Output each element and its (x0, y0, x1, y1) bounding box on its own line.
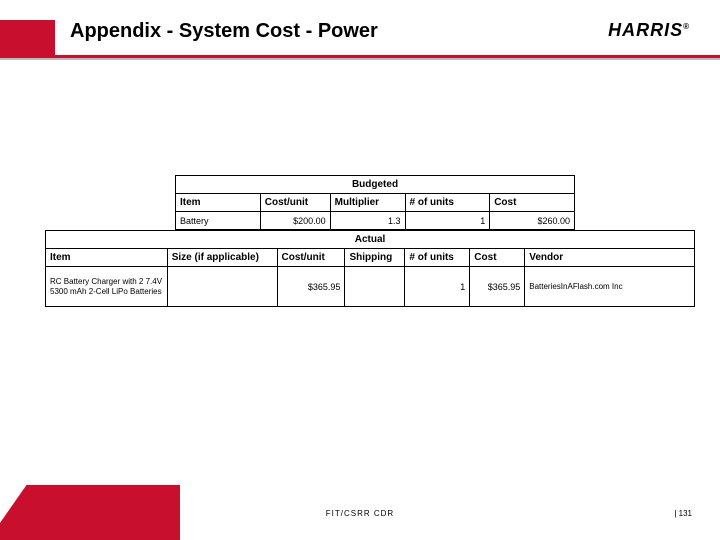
cell-multiplier: 1.3 (330, 212, 405, 230)
footer-accent (0, 485, 180, 540)
content-area: Budgeted Item Cost/unit Multiplier # of … (45, 175, 695, 307)
acol-vendor: Vendor (525, 249, 695, 267)
actual-header-row: Item Size (if applicable) Cost/unit Ship… (46, 249, 695, 267)
header-accent (0, 20, 55, 58)
cell-cost-unit: $200.00 (260, 212, 330, 230)
acell-size (167, 267, 277, 307)
logo-text: HARRIS (608, 20, 683, 40)
actual-data-row: RC Battery Charger with 2 7.4V 5300 mAh … (46, 267, 695, 307)
acol-cost: Cost (470, 249, 525, 267)
page-bar-icon: | (674, 509, 676, 518)
acol-shipping: Shipping (345, 249, 405, 267)
page-title: Appendix - System Cost - Power (70, 20, 378, 43)
logo: HARRIS® (608, 20, 690, 41)
acol-units: # of units (405, 249, 470, 267)
acol-cost-unit: Cost/unit (277, 249, 345, 267)
acell-shipping (345, 267, 405, 307)
col-cost-unit: Cost/unit (260, 194, 330, 212)
actual-title: Actual (46, 231, 695, 249)
logo-reg: ® (683, 22, 690, 31)
budgeted-data-row: Battery $200.00 1.3 1 $260.00 (176, 212, 575, 230)
acol-size: Size (if applicable) (167, 249, 277, 267)
cell-units: 1 (405, 212, 490, 230)
acell-item: RC Battery Charger with 2 7.4V 5300 mAh … (46, 267, 168, 307)
budgeted-table: Budgeted Item Cost/unit Multiplier # of … (175, 175, 575, 230)
acell-cost-unit: $365.95 (277, 267, 345, 307)
page-number-value: 131 (679, 509, 692, 518)
acell-cost: $365.95 (470, 267, 525, 307)
acol-item: Item (46, 249, 168, 267)
cell-item: Battery (176, 212, 261, 230)
budgeted-title: Budgeted (176, 176, 575, 194)
col-cost: Cost (490, 194, 575, 212)
actual-table: Actual Item Size (if applicable) Cost/un… (45, 230, 695, 307)
actual-title-row: Actual (46, 231, 695, 249)
budgeted-header-row: Item Cost/unit Multiplier # of units Cos… (176, 194, 575, 212)
acell-units: 1 (405, 267, 470, 307)
cell-cost: $260.00 (490, 212, 575, 230)
header-underline (0, 58, 720, 60)
acell-vendor: BatteriesInAFlash.com Inc (525, 267, 695, 307)
col-multiplier: Multiplier (330, 194, 405, 212)
col-item: Item (176, 194, 261, 212)
budgeted-title-row: Budgeted (176, 176, 575, 194)
page-number: |131 (674, 509, 692, 518)
col-units: # of units (405, 194, 490, 212)
